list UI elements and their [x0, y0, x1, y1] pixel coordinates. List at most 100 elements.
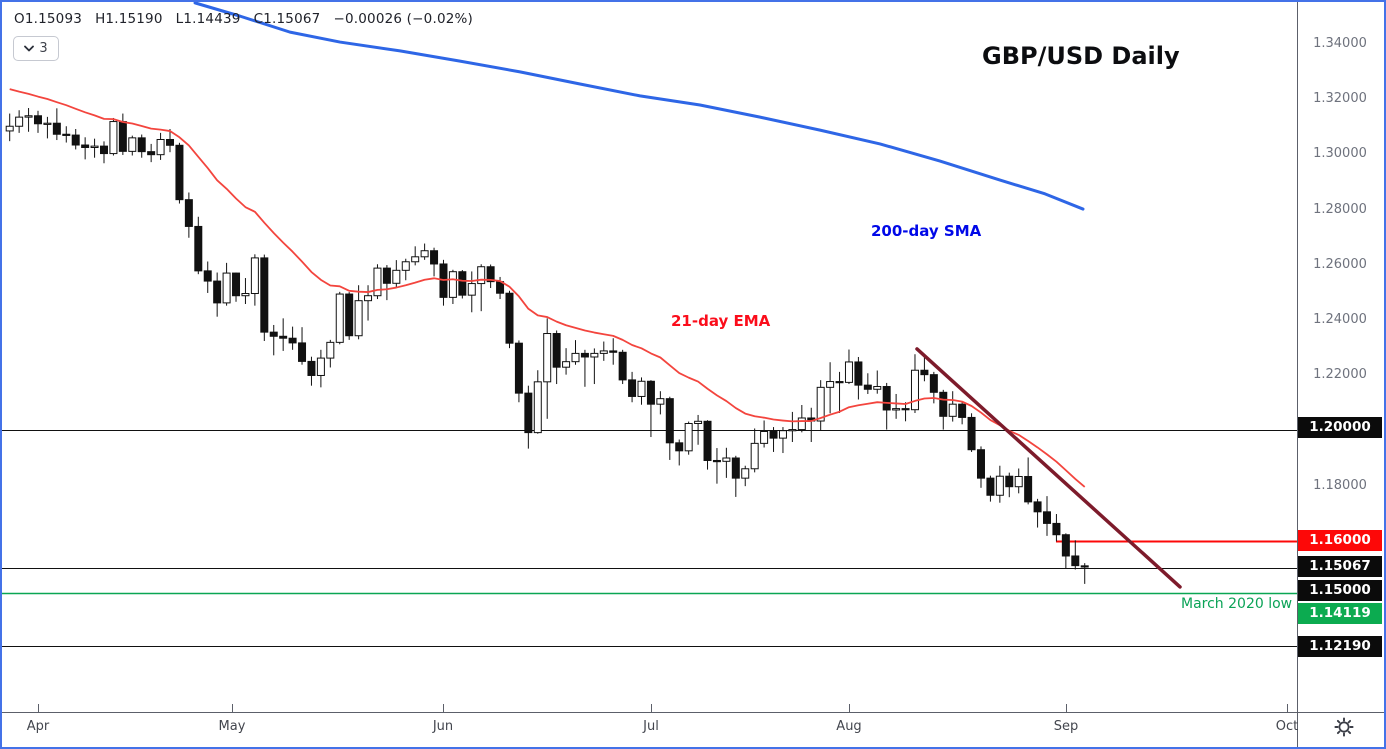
- candle-body-up: [722, 457, 731, 462]
- candle-body-down: [769, 431, 778, 439]
- candle-body-down: [1071, 555, 1080, 567]
- month-label-Apr: Apr: [26, 719, 50, 734]
- month-label-Sep: Sep: [1053, 719, 1079, 734]
- ohlc-l-value: L1.14439: [175, 11, 241, 27]
- candle-body-down: [137, 137, 146, 153]
- chart-title: GBP/USD Daily: [982, 42, 1180, 70]
- ohlc-c-value: C1.15067: [253, 11, 321, 27]
- settings-gear-icon[interactable]: [1332, 715, 1356, 739]
- price-tick-label: 1.32000: [1313, 91, 1367, 106]
- candle-body-down: [269, 331, 278, 337]
- candle-body-down: [703, 420, 712, 461]
- candle-body-up: [156, 138, 165, 156]
- candle-body-down: [175, 144, 184, 201]
- ohlc-h-value: H1.15190: [95, 11, 163, 27]
- candle-body-up: [354, 300, 363, 337]
- month-label-Oct: Oct: [1275, 719, 1299, 734]
- price-tick-label: 1.26000: [1313, 257, 1367, 272]
- price-tick-label: 1.18000: [1313, 478, 1367, 493]
- candle-body-up: [760, 431, 769, 444]
- candle-body-down: [382, 267, 391, 284]
- candle-body-down: [184, 199, 193, 227]
- candle-body-down: [901, 408, 910, 411]
- candle-body-down: [929, 374, 938, 393]
- candle-body-down: [81, 144, 90, 149]
- candle-body-up: [741, 468, 750, 479]
- trend-line[interactable]: [915, 347, 1182, 589]
- candle-body-up: [250, 257, 259, 295]
- price-tick-label: 1.28000: [1313, 202, 1367, 217]
- month-label-Jul: Jul: [643, 719, 659, 734]
- candle-body-down: [863, 384, 872, 390]
- candle-body-down: [194, 225, 203, 272]
- candle-body-down: [986, 477, 995, 496]
- candle-body-up: [364, 295, 373, 302]
- candle-body-down: [307, 360, 316, 376]
- price-badge-1.15000: 1.15000: [1298, 580, 1382, 601]
- candle-body-down: [100, 145, 108, 155]
- candle-body-down: [524, 392, 533, 434]
- price-badge-1.16000: 1.16000: [1298, 530, 1382, 551]
- march-2020-low-label: March 2020 low: [1181, 596, 1293, 612]
- ema-21-line[interactable]: [9, 88, 1086, 488]
- candle-body-down: [486, 266, 495, 283]
- candle-body-up: [826, 381, 835, 388]
- candle-body-down: [731, 457, 740, 479]
- candle-body-down: [166, 138, 175, 146]
- candle-body-up: [335, 293, 344, 343]
- candle-body-down: [1043, 511, 1051, 524]
- candle-body-down: [712, 459, 721, 463]
- candle-body-up: [694, 420, 703, 424]
- candle-body-up: [571, 352, 580, 363]
- candle-body-down: [260, 257, 269, 333]
- month-label-Jun: Jun: [432, 719, 454, 734]
- month-label-May: May: [218, 719, 246, 734]
- collapse-indicators-button[interactable]: 3: [13, 36, 59, 61]
- candle-body-down: [62, 133, 71, 136]
- candle-body-down: [232, 272, 241, 297]
- candle-body-up: [43, 122, 52, 125]
- ema-21-label: 21-day EMA: [671, 312, 771, 330]
- candle-body-down: [71, 134, 80, 146]
- candle-body-up: [995, 475, 1004, 496]
- ohlc-o-value: O1.15093: [14, 11, 83, 27]
- candle-body-down: [345, 293, 354, 337]
- chevron-down-icon: [24, 45, 35, 52]
- sma-200-line[interactable]: [193, 1, 1085, 211]
- price-badge-1.14119: 1.14119: [1298, 603, 1382, 624]
- candle-body-up: [892, 408, 901, 411]
- candle-body-down: [552, 333, 561, 368]
- candle-body-down: [33, 115, 42, 125]
- candle-body-down: [580, 352, 589, 358]
- candle-body-down: [203, 270, 212, 282]
- candle-body-down: [430, 250, 439, 265]
- candle-body-up: [797, 417, 806, 431]
- candle-body-up: [467, 283, 476, 296]
- candle-body-down: [1052, 522, 1061, 536]
- candle-body-down: [147, 151, 156, 156]
- candle-body-up: [241, 293, 250, 297]
- candle-body-down: [854, 361, 863, 386]
- price-tick-label: 1.30000: [1313, 146, 1367, 161]
- candle-body-up: [1014, 475, 1023, 488]
- candle-body-up: [5, 125, 14, 132]
- ohlc-info-line: O1.15093 H1.15190 L1.14439 C1.15067 −0.00026…: [14, 11, 486, 27]
- candle-body-up: [873, 386, 882, 390]
- month-label-Aug: Aug: [836, 719, 862, 734]
- candle-body-down: [514, 342, 523, 394]
- candle-body-up: [392, 269, 401, 284]
- candle-body-down: [1061, 534, 1070, 557]
- candle-body-up: [637, 380, 646, 397]
- candle-body-up: [590, 352, 599, 358]
- candle-body-down: [1033, 501, 1042, 513]
- candle-body-up: [326, 341, 335, 359]
- candle-body-down: [882, 386, 891, 411]
- candle-body-up: [90, 145, 99, 148]
- candle-body-up: [316, 357, 325, 376]
- sma-200-label: 200-day SMA: [871, 222, 982, 240]
- candle-body-down: [609, 350, 618, 353]
- candle-body-down: [976, 449, 985, 479]
- candle-body-down: [665, 398, 674, 444]
